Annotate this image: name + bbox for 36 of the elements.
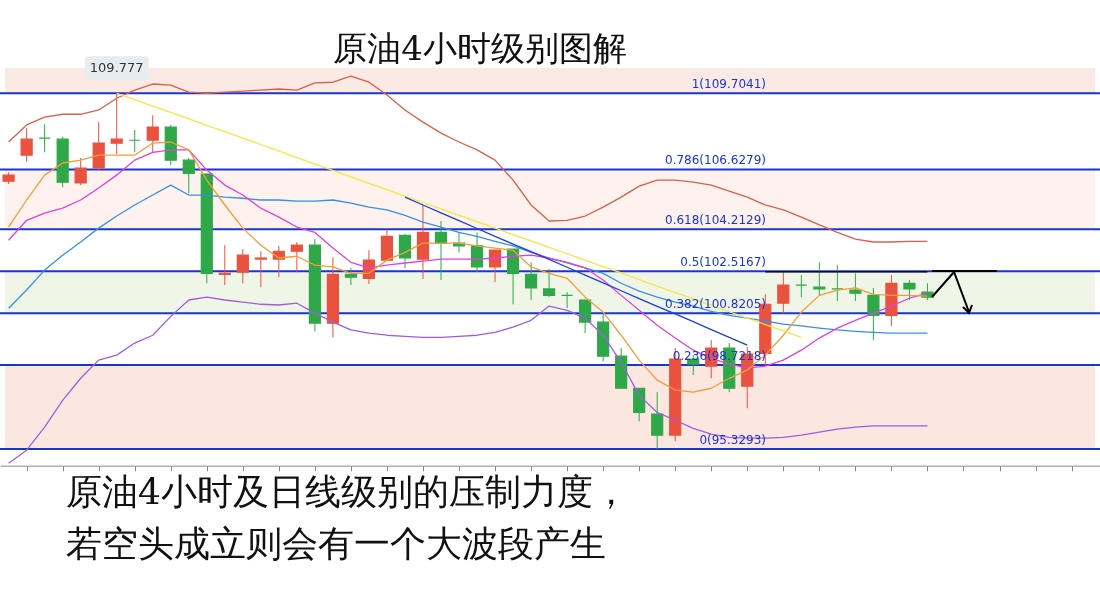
candlestick [867,287,880,341]
candlestick [813,261,826,296]
candlestick [110,92,123,155]
candlestick [398,233,412,269]
candlestick [38,123,51,153]
chart-title: 原油4小时级别图解 [333,28,627,68]
candlestick [795,274,808,298]
candlestick [344,267,358,286]
candlestick [561,291,574,309]
candlestick [146,114,159,153]
text: 原油4小时及日线级别的压制力度， [66,470,629,514]
ref-line-label: 0(95.3293) [699,433,766,448]
candlestick [20,127,33,163]
candlestick [903,279,916,301]
candlestick [777,271,790,314]
ref-line-label: 0.5(102.5167) [680,255,766,270]
candlestick [236,248,249,284]
candlestick [290,241,303,273]
candlestick [579,299,592,334]
candlestick [543,268,556,298]
candlestick [488,249,502,283]
candlestick [380,228,394,262]
candlestick [254,250,267,288]
candlestick [849,272,862,302]
text: 若空头成立则会有一个大波段产生 [66,522,607,566]
candlestick [524,261,538,301]
candlestick [182,157,195,194]
annotation: 109.777 [89,60,144,76]
ref-line-label: 1(109.7041) [691,77,766,92]
candlestick [74,157,87,186]
candlestick [128,129,141,153]
ref-line-label: 0.786(106.6279) [665,153,766,168]
candlestick [651,391,664,450]
ref-line-label: 0.618(104.2129) [665,213,766,228]
candlestick [831,264,844,302]
candlestick [218,244,231,286]
